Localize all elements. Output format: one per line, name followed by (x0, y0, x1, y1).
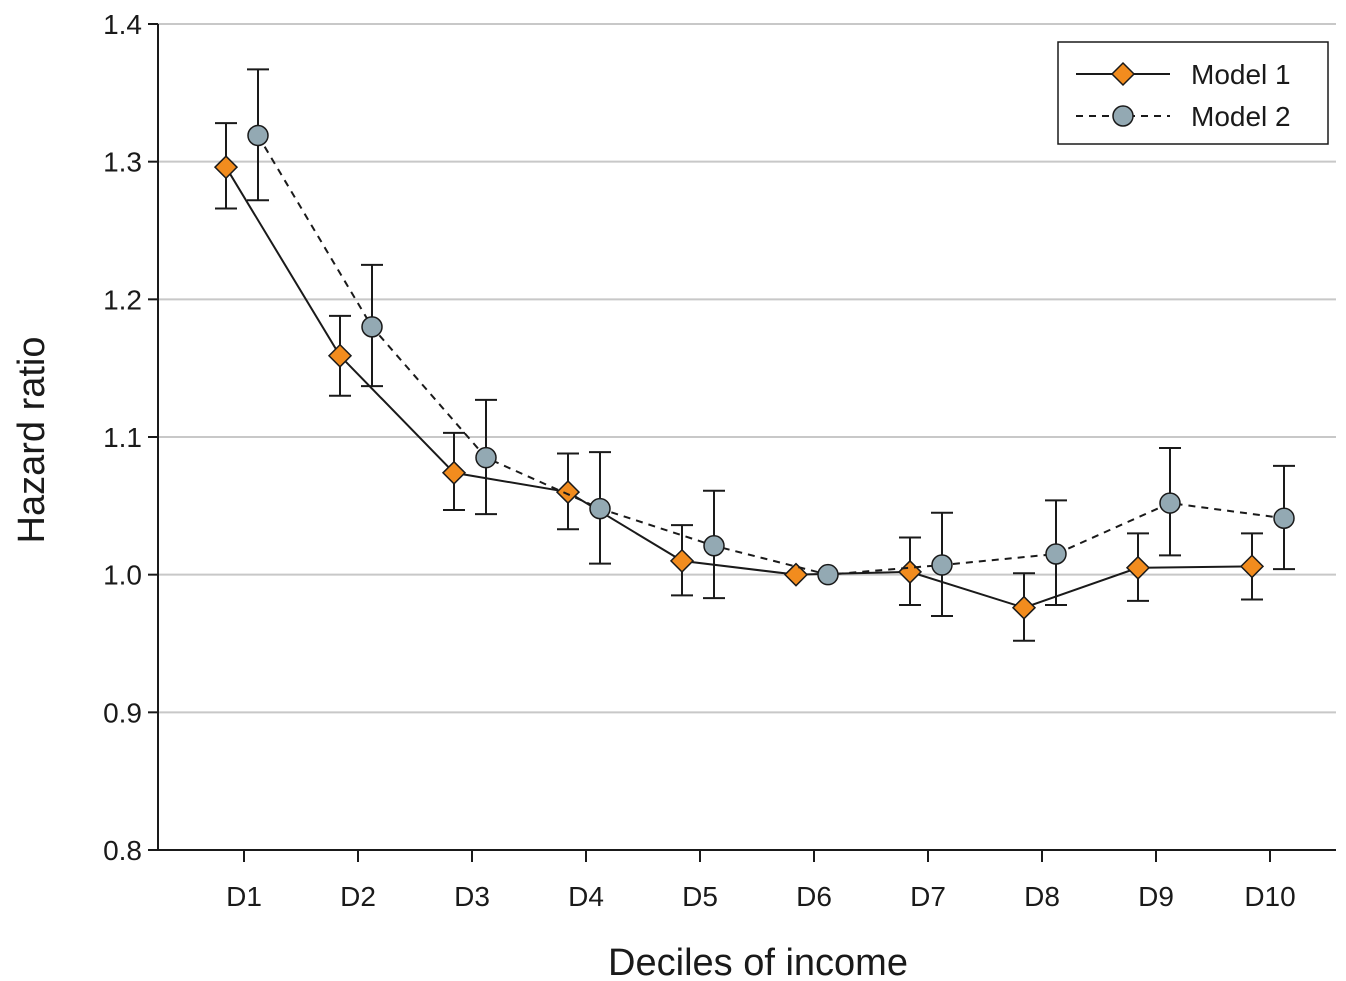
series-line (257, 134, 1285, 576)
y-tick-label: 0.9 (103, 697, 142, 728)
legend: Model 1 Model 2 (1057, 41, 1329, 145)
data-point-circle (1159, 492, 1181, 514)
legend-box (1057, 41, 1329, 145)
x-tick-label: D5 (682, 881, 718, 912)
data-point-diamond (1125, 555, 1151, 580)
legend-item-2: Model 2 (1076, 101, 1291, 132)
data-point-circle (817, 563, 839, 586)
data-point-diamond (327, 343, 353, 368)
data-point-circle (703, 535, 725, 557)
x-tick-label: D9 (1138, 881, 1174, 912)
data-point-circle (589, 497, 611, 520)
series-2 (247, 68, 1295, 617)
x-tick-label: D7 (910, 881, 946, 912)
legend-marker-diamond (1110, 61, 1136, 87)
data-point-circle (247, 124, 269, 147)
y-tick-label: 1.4 (103, 9, 142, 40)
legend-label: Model 2 (1191, 101, 1291, 132)
data-series (213, 68, 1295, 642)
x-tick-label: D4 (568, 881, 604, 912)
x-tick-label: D6 (796, 881, 832, 912)
data-point-circle (361, 316, 383, 338)
data-point-diamond (441, 460, 467, 485)
series-line (225, 166, 1253, 609)
data-point-diamond (897, 559, 923, 584)
x-tick-label: D3 (454, 881, 490, 912)
data-point-diamond (1239, 554, 1265, 579)
y-tick-label: 1.0 (103, 560, 142, 591)
x-tick-label: D8 (1024, 881, 1060, 912)
data-point-circle (931, 554, 953, 576)
y-tick-label: 0.8 (103, 835, 142, 866)
y-tick-label: 1.3 (103, 147, 142, 178)
legend-item-1: Model 1 (1076, 59, 1291, 90)
x-tick-label: D2 (340, 881, 376, 912)
legend-marker-circle (1112, 105, 1134, 127)
data-point-circle (475, 446, 497, 469)
x-axis-title: Deciles of income (608, 942, 908, 981)
y-tick-label: 1.1 (103, 422, 142, 453)
y-tick-label: 1.2 (103, 284, 142, 315)
data-point-diamond (669, 548, 695, 573)
data-point-diamond (213, 155, 239, 180)
series-1 (213, 122, 1265, 642)
data-point-diamond (783, 562, 809, 587)
data-point-circle (1273, 507, 1295, 529)
data-point-diamond (1011, 595, 1037, 620)
gridlines (158, 23, 1336, 714)
data-point-diamond (555, 480, 581, 505)
legend-label: Model 1 (1191, 59, 1291, 90)
x-tick-label: D1 (226, 881, 262, 912)
axes: 0.8 0.9 1.0 1.1 1.2 1.3 1.4 D1 D2 D3 D4 D5 D6 D7 D8 D9 D… (103, 9, 1336, 912)
x-tick-label: D10 (1244, 881, 1295, 912)
y-axis-title: Hazard ratio (11, 337, 53, 544)
data-point-circle (1045, 543, 1067, 565)
